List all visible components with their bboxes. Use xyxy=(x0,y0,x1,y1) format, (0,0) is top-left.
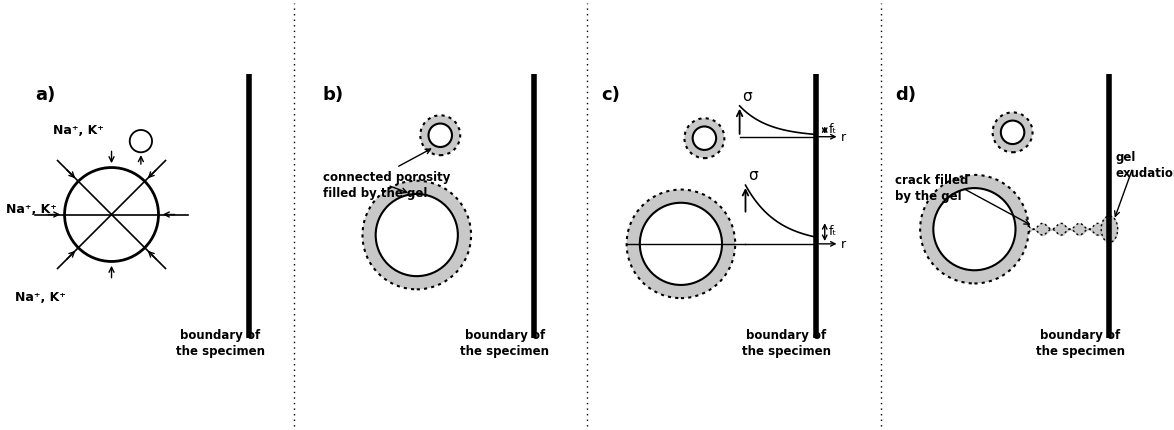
Text: a): a) xyxy=(35,86,55,104)
Text: fₜ: fₜ xyxy=(829,123,837,136)
Polygon shape xyxy=(1101,216,1118,243)
Text: boundary of
the specimen: boundary of the specimen xyxy=(742,328,831,357)
Text: Na⁺, K⁺: Na⁺, K⁺ xyxy=(14,291,66,304)
Text: r: r xyxy=(841,131,846,144)
Text: b): b) xyxy=(323,86,344,104)
Text: d): d) xyxy=(895,86,916,104)
Text: r: r xyxy=(841,238,846,251)
Text: Na⁺, K⁺: Na⁺, K⁺ xyxy=(53,123,103,137)
Text: crack filled
by the gel: crack filled by the gel xyxy=(895,174,969,203)
Text: connected porosity
filled by the gel: connected porosity filled by the gel xyxy=(323,171,450,200)
Text: boundary of
the specimen: boundary of the specimen xyxy=(1035,328,1125,357)
Text: boundary of
the specimen: boundary of the specimen xyxy=(176,328,264,357)
Text: fₜ: fₜ xyxy=(829,224,837,238)
Text: c): c) xyxy=(601,86,621,104)
Text: σ: σ xyxy=(742,89,751,104)
Text: gel
exudation: gel exudation xyxy=(1115,150,1174,179)
Text: boundary of
the specimen: boundary of the specimen xyxy=(460,328,549,357)
Text: Na⁺, K⁺: Na⁺, K⁺ xyxy=(6,203,56,215)
Text: σ: σ xyxy=(749,168,758,183)
